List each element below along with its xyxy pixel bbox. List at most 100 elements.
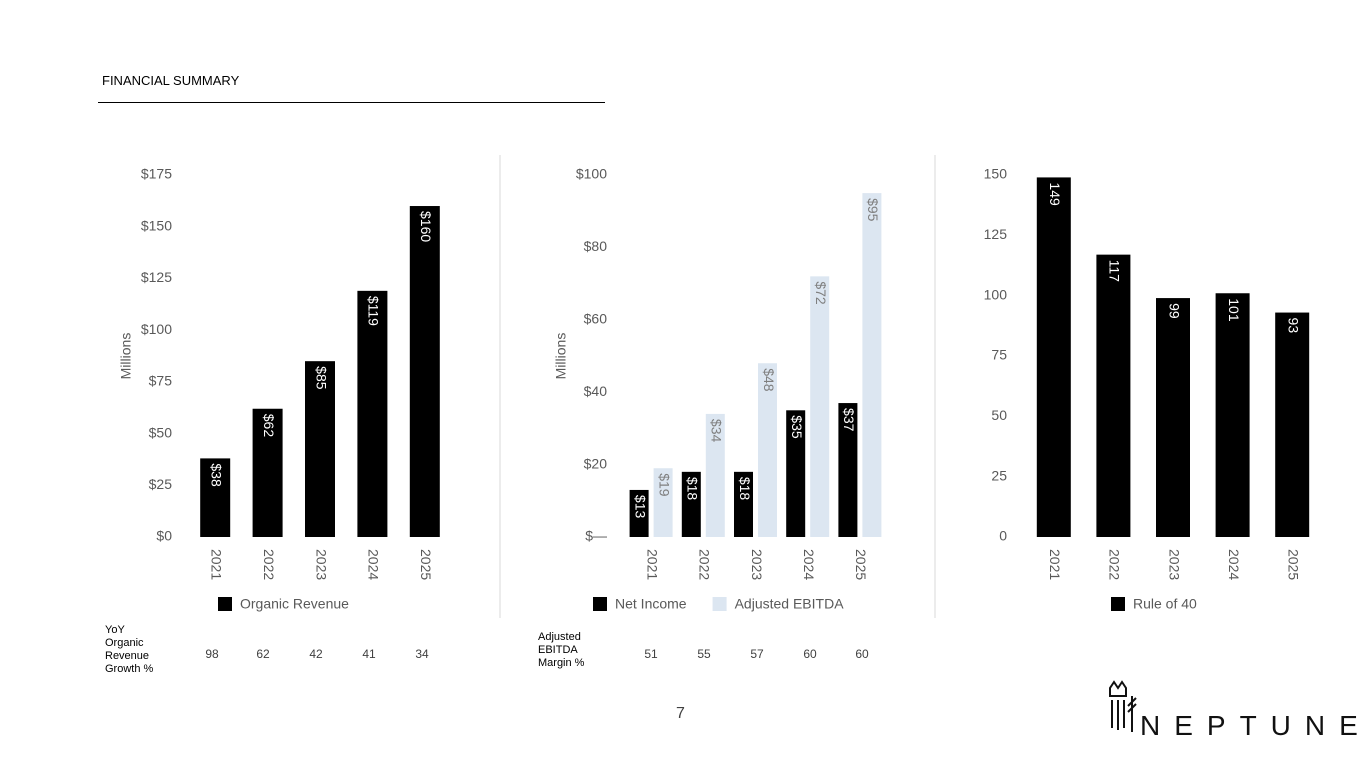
bar	[252, 408, 283, 537]
value-label: $18	[685, 477, 701, 501]
bar	[1275, 312, 1310, 537]
logo-icon	[1109, 680, 1137, 732]
value-label: $72	[813, 281, 829, 305]
logo-text: NEPTUNE	[1140, 710, 1365, 741]
y-tick-label: $125	[141, 269, 172, 285]
x-tick-label: 2025	[418, 549, 434, 580]
y-tick-label: 0	[999, 528, 1007, 544]
y-tick-label: $150	[141, 217, 172, 233]
x-tick-label: 2022	[1107, 549, 1123, 580]
y-tick-label: 25	[991, 467, 1007, 483]
value-label: $48	[761, 368, 777, 392]
x-tick-label: 2023	[313, 549, 329, 580]
bar	[629, 489, 649, 537]
value-label: 101	[1226, 298, 1242, 322]
y-axis-label: Millions	[118, 333, 134, 380]
value-label: $85	[313, 366, 329, 390]
value-label: $35	[789, 415, 805, 439]
bar	[1215, 293, 1250, 537]
y-tick-label: $25	[149, 476, 173, 492]
value-label: 117	[1107, 260, 1123, 283]
y-tick-label: $60	[584, 311, 608, 327]
bar	[734, 471, 753, 537]
x-tick-label: 2025	[853, 549, 869, 580]
x-tick-label: 2022	[261, 549, 277, 580]
table-value: 62	[256, 647, 270, 661]
table-value: 41	[362, 647, 376, 661]
y-tick-label: $20	[584, 455, 608, 471]
table-value: 98	[205, 647, 219, 661]
value-label: $119	[366, 296, 382, 326]
x-tick-label: 2021	[644, 549, 660, 580]
value-label: $37	[841, 408, 857, 432]
bar	[653, 468, 673, 537]
x-tick-label: 2024	[366, 549, 382, 580]
bar	[1036, 177, 1071, 537]
table-value: 42	[309, 647, 323, 661]
legend-label: Net Income	[615, 596, 687, 612]
bar	[705, 413, 725, 537]
table-value: 34	[415, 647, 429, 661]
table-value: 57	[750, 647, 764, 661]
table-label: Adjusted EBITDA Margin %	[538, 631, 585, 669]
page-number: 7	[676, 705, 685, 722]
value-label: $34	[709, 419, 725, 443]
table-value: 60	[855, 647, 869, 661]
legend-swatch	[1111, 597, 1125, 611]
x-tick-label: 2023	[749, 549, 765, 580]
value-label: $95	[865, 198, 881, 222]
title-rule	[98, 102, 605, 103]
legend-swatch	[218, 597, 232, 611]
legend-label: Rule of 40	[1133, 596, 1197, 612]
y-axis-label: Millions	[553, 333, 569, 380]
table-value: 55	[697, 647, 711, 661]
value-label: 93	[1285, 318, 1301, 334]
x-tick-label: 2022	[697, 549, 713, 580]
value-label: $19	[656, 473, 672, 497]
bar	[681, 471, 701, 537]
y-tick-label: 75	[991, 347, 1007, 363]
table-value: 51	[644, 647, 658, 661]
x-tick-label: 2021	[208, 549, 224, 580]
value-label: $160	[418, 211, 434, 242]
value-label: $13	[632, 495, 648, 519]
bar	[357, 290, 388, 537]
y-tick-label: $—	[585, 528, 607, 544]
legend-label: Organic Revenue	[240, 596, 349, 612]
y-tick-label: 100	[984, 286, 1008, 302]
value-label: $38	[208, 463, 224, 487]
value-label: 149	[1047, 182, 1063, 206]
bar	[838, 403, 858, 537]
legend-label: Adjusted EBITDA	[735, 596, 845, 612]
x-tick-label: 2024	[1226, 549, 1242, 580]
bar	[409, 206, 440, 537]
y-tick-label: $40	[584, 383, 608, 399]
value-label: $62	[261, 414, 277, 438]
y-tick-label: 150	[984, 166, 1008, 182]
slide-title: FINANCIAL SUMMARY	[102, 73, 240, 88]
bar	[200, 458, 231, 537]
bar	[786, 410, 806, 537]
y-tick-label: $50	[149, 424, 173, 440]
x-tick-label: 2024	[801, 549, 817, 580]
bar	[758, 363, 777, 537]
y-tick-label: $175	[141, 166, 172, 182]
y-tick-label: $100	[141, 321, 172, 337]
table-value: 60	[803, 647, 817, 661]
y-tick-label: $75	[149, 373, 173, 389]
table-label: YoY Organic Revenue Growth %	[105, 624, 154, 675]
x-tick-label: 2023	[1166, 549, 1182, 580]
x-tick-label: 2021	[1047, 549, 1063, 580]
value-label: $18	[737, 477, 753, 501]
bar	[305, 361, 335, 537]
bar	[810, 276, 830, 537]
value-label: 99	[1166, 303, 1182, 319]
bar	[1156, 298, 1190, 537]
y-tick-label: 50	[991, 407, 1007, 423]
x-tick-label: 2025	[1285, 549, 1301, 580]
bar	[862, 193, 882, 537]
legend-swatch	[712, 597, 727, 611]
y-tick-label: $80	[584, 238, 608, 254]
